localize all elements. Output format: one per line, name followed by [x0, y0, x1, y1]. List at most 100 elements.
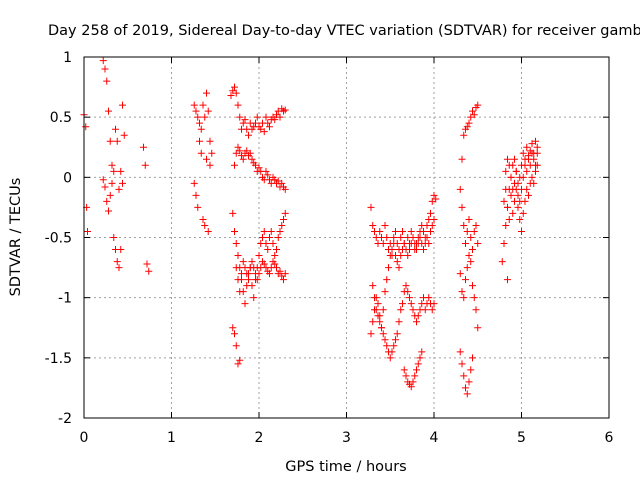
data-point	[381, 336, 389, 344]
data-point	[509, 209, 517, 217]
data-point	[236, 113, 244, 121]
data-point	[395, 318, 403, 326]
data-point	[239, 258, 247, 266]
data-point	[427, 209, 434, 217]
data-point	[99, 176, 107, 184]
data-point	[264, 171, 272, 179]
data-point	[278, 221, 286, 229]
data-point	[465, 378, 473, 386]
x-tick-label-0: 0	[80, 430, 89, 446]
data-point	[260, 260, 268, 268]
data-point	[379, 306, 387, 314]
data-point	[428, 306, 436, 314]
data-point	[232, 342, 240, 350]
data-point	[281, 106, 289, 114]
data-point	[516, 197, 524, 205]
data-point	[392, 336, 399, 344]
data-point	[465, 119, 473, 127]
data-point	[530, 179, 538, 187]
data-point	[369, 318, 377, 326]
data-point	[460, 372, 468, 380]
data-point	[106, 191, 114, 199]
data-point	[119, 179, 126, 187]
data-point	[474, 240, 482, 248]
data-point	[194, 203, 202, 211]
data-point	[458, 288, 466, 296]
data-point	[407, 383, 415, 391]
data-point	[465, 215, 473, 223]
data-point	[234, 101, 242, 109]
data-point	[236, 356, 244, 364]
data-point	[274, 234, 282, 241]
data-point	[99, 57, 107, 65]
y-tick-label-6: -2	[58, 411, 72, 427]
data-point	[378, 324, 385, 332]
x-tick-label-2: 2	[255, 430, 264, 446]
data-point	[388, 348, 396, 356]
data-point	[196, 119, 203, 127]
data-point	[204, 227, 212, 235]
data-point	[196, 137, 203, 145]
data-point	[266, 123, 273, 131]
data-point	[253, 113, 261, 121]
data-point	[239, 155, 247, 163]
data-point	[229, 324, 237, 332]
data-point	[245, 276, 252, 284]
data-point	[423, 234, 431, 241]
data-point	[236, 147, 244, 155]
data-point	[404, 252, 412, 260]
data-point	[367, 203, 375, 211]
data-point	[245, 131, 252, 139]
data-point	[105, 207, 112, 215]
data-point	[462, 384, 469, 392]
data-point	[533, 143, 541, 151]
data-point	[203, 155, 210, 163]
data-point	[278, 179, 286, 187]
data-point	[276, 113, 284, 121]
x-tick-label-3: 3	[342, 430, 351, 446]
data-point	[460, 131, 468, 139]
data-point	[504, 276, 511, 284]
data-point	[281, 185, 289, 193]
data-point	[502, 221, 510, 229]
data-point	[197, 125, 205, 133]
data-point	[472, 221, 480, 229]
data-point	[234, 143, 242, 151]
data-point	[206, 161, 214, 169]
data-point	[231, 227, 238, 235]
data-point	[502, 185, 510, 193]
data-point	[271, 116, 279, 124]
data-point	[264, 246, 272, 254]
data-point	[234, 360, 242, 368]
data-point	[458, 155, 466, 163]
data-point	[425, 240, 433, 248]
data-point	[462, 240, 469, 248]
data-point	[84, 227, 91, 235]
data-point	[112, 125, 119, 133]
x-axis-title: GPS time / hours	[285, 459, 406, 475]
data-point	[231, 83, 238, 91]
data-point	[518, 185, 525, 193]
data-point	[414, 312, 422, 320]
data-point	[381, 221, 389, 229]
data-point	[248, 155, 256, 163]
y-tick-label-4: -1	[58, 291, 72, 307]
data-point	[103, 77, 111, 85]
data-point	[234, 276, 242, 284]
data-point	[376, 312, 384, 320]
data-point	[117, 167, 125, 175]
data-point	[266, 270, 273, 278]
data-point	[383, 342, 391, 350]
data-point	[516, 215, 524, 223]
data-point	[404, 288, 412, 296]
data-point	[248, 258, 256, 266]
data-point	[456, 348, 464, 356]
data-point	[253, 276, 261, 284]
data-point	[467, 234, 475, 241]
data-point	[399, 300, 406, 308]
data-point	[260, 227, 268, 235]
data-point	[385, 264, 392, 272]
data-point	[411, 372, 419, 380]
data-point	[470, 294, 478, 302]
data-point	[190, 101, 198, 109]
